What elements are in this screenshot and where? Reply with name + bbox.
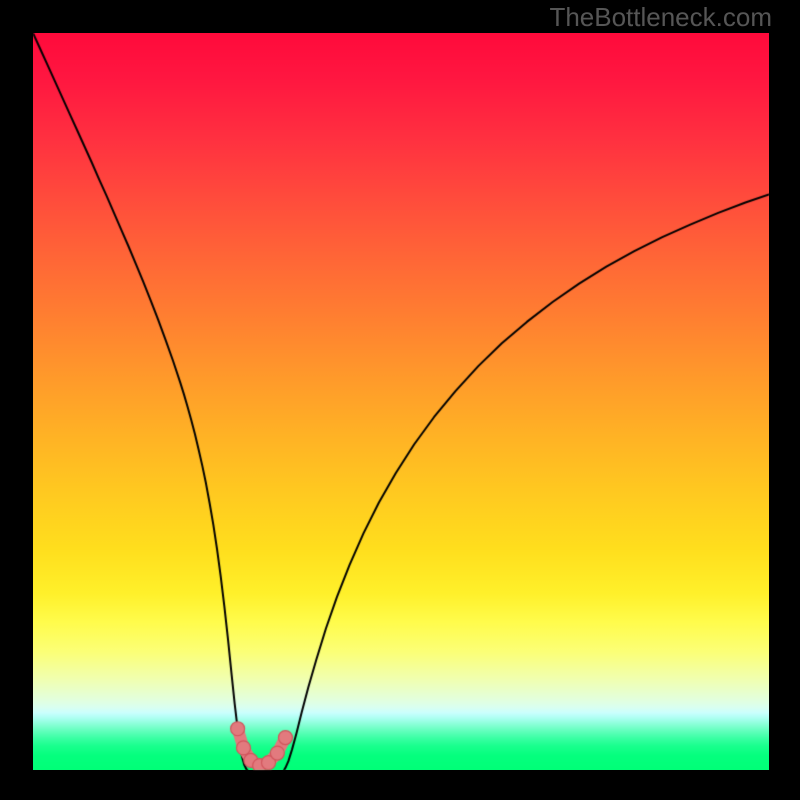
bottleneck-curve-canvas	[0, 0, 800, 800]
chart-stage: TheBottleneck.com	[0, 0, 800, 800]
